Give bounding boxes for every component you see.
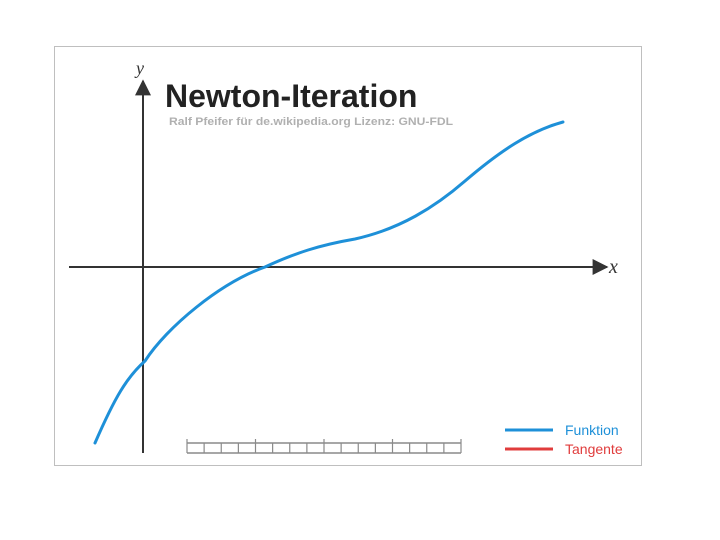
newton-iteration-figure: x y Newton-Iteration Ralf Pfeifer für de… [54, 46, 642, 466]
legend-funktion-label: Funktion [565, 422, 619, 438]
y-axis-label: y [134, 58, 144, 78]
credit-text: Ralf Pfeifer für de.wikipedia.org Lizenz… [169, 116, 453, 128]
figure-title: Newton-Iteration [165, 78, 417, 114]
legend: Funktion Tangente [505, 422, 623, 457]
legend-tangente-label: Tangente [565, 441, 623, 457]
function-curve [93, 120, 565, 445]
plot-canvas: x y Newton-Iteration Ralf Pfeifer für de… [69, 58, 623, 457]
scale-ruler [186, 439, 462, 454]
x-axis-label: x [608, 256, 618, 278]
